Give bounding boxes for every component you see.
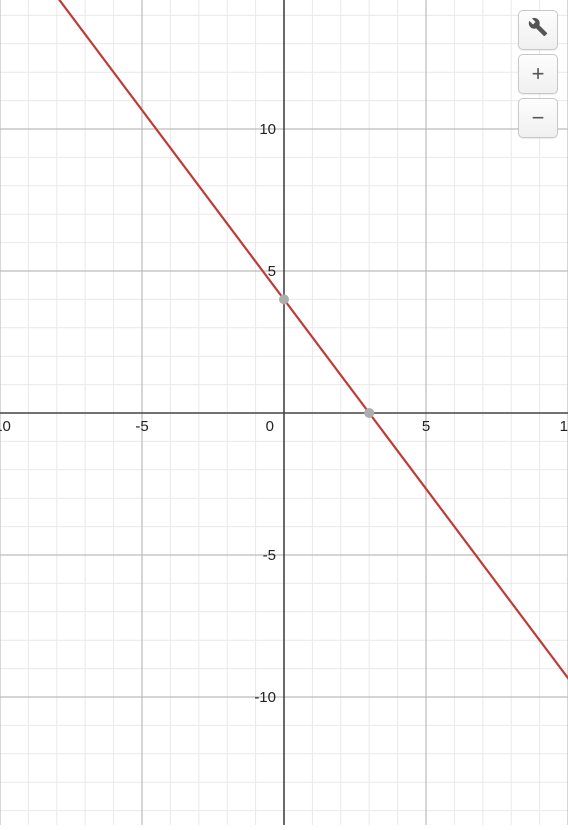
graph-svg: -10 -5 0 5 10 -10 -5 5 10 bbox=[0, 0, 568, 825]
settings-button[interactable] bbox=[518, 10, 558, 50]
wrench-icon bbox=[528, 17, 548, 43]
toolbar: + − bbox=[518, 10, 558, 138]
svg-text:-10: -10 bbox=[0, 418, 11, 435]
zoom-out-button[interactable]: − bbox=[518, 98, 558, 138]
svg-text:10: 10 bbox=[259, 121, 276, 138]
graph-area[interactable]: -10 -5 0 5 10 -10 -5 5 10 bbox=[0, 0, 568, 825]
svg-text:-5: -5 bbox=[263, 547, 276, 564]
svg-text:-5: -5 bbox=[135, 418, 148, 435]
svg-text:5: 5 bbox=[268, 263, 276, 280]
svg-text:10: 10 bbox=[560, 418, 568, 435]
svg-text:5: 5 bbox=[422, 418, 430, 435]
plus-icon: + bbox=[532, 61, 545, 87]
minus-icon: − bbox=[532, 105, 545, 131]
svg-text:-10: -10 bbox=[254, 689, 276, 706]
svg-text:0: 0 bbox=[266, 418, 274, 435]
zoom-in-button[interactable]: + bbox=[518, 54, 558, 94]
